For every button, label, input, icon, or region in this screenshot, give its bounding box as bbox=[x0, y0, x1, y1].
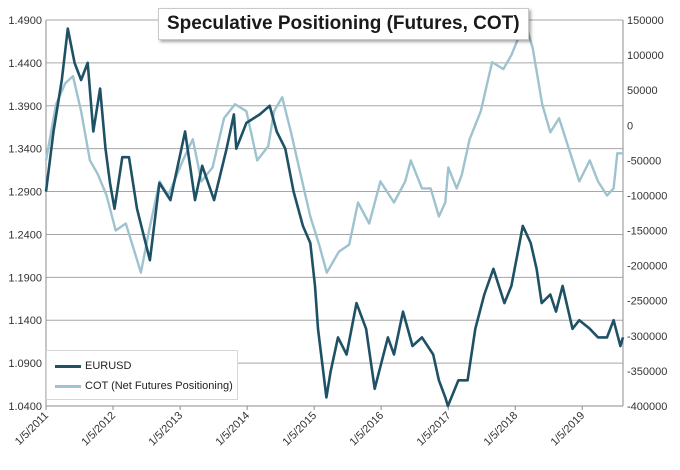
legend-swatch-eurusd bbox=[55, 364, 81, 368]
left-axis-tick-label: 1.0900 bbox=[8, 358, 42, 370]
left-axis-tick-label: 1.2400 bbox=[8, 229, 42, 241]
left-axis-tick-label: 1.2900 bbox=[8, 187, 42, 199]
legend-item-eurusd: EURUSD bbox=[55, 358, 131, 374]
left-axis-tick-label: 1.3400 bbox=[8, 144, 42, 156]
left-axis-tick-label: 1.3900 bbox=[8, 101, 42, 113]
chart-legend: EURUSD COT (Net Futures Positioning) bbox=[46, 350, 238, 400]
left-axis-tick-label: 1.1400 bbox=[8, 315, 42, 327]
right-axis-tick-label: 50000 bbox=[627, 85, 658, 97]
legend-swatch-cot bbox=[55, 384, 81, 388]
right-axis-tick-label: -250000 bbox=[627, 296, 667, 308]
left-axis-tick-label: 1.1900 bbox=[8, 272, 42, 284]
x-axis-tick-label: 1/5/2016 bbox=[347, 410, 386, 449]
left-axis-tick-label: 1.4900 bbox=[8, 15, 42, 27]
series-line-cot bbox=[44, 22, 623, 274]
right-axis-tick-label: -150000 bbox=[627, 226, 667, 238]
x-axis-tick-label: 1/5/2013 bbox=[147, 410, 186, 449]
left-axis-tick-label: 1.4400 bbox=[8, 58, 42, 70]
left-axis-tick-label: 1.0400 bbox=[8, 401, 42, 413]
x-axis-tick-label: 1/5/2014 bbox=[213, 410, 252, 449]
right-axis-tick-label: -200000 bbox=[627, 261, 667, 273]
right-axis-tick-label: 150000 bbox=[627, 15, 664, 27]
legend-label-cot: COT (Net Futures Positioning) bbox=[85, 380, 233, 392]
x-axis-tick-label: 1/5/2011 bbox=[13, 410, 51, 448]
right-axis-tick-label: 0 bbox=[627, 120, 633, 132]
legend-item-cot: COT (Net Futures Positioning) bbox=[55, 378, 233, 394]
x-axis-tick-label: 1/5/2017 bbox=[415, 410, 454, 449]
right-axis-tick-label: -50000 bbox=[627, 155, 661, 167]
x-axis-tick-label: 1/5/2015 bbox=[280, 410, 319, 449]
right-axis-tick-label: -300000 bbox=[627, 331, 667, 343]
right-axis-tick-label: -100000 bbox=[627, 190, 667, 202]
chart-title: Speculative Positioning (Futures, COT) bbox=[158, 8, 529, 40]
series-line-eurusd bbox=[44, 27, 625, 408]
x-axis-tick-label: 1/5/2012 bbox=[79, 410, 118, 449]
right-axis-tick-label: -400000 bbox=[627, 401, 667, 413]
series-layer bbox=[44, 22, 625, 408]
x-axis-tick-label: 1/5/2019 bbox=[549, 410, 588, 449]
legend-label-eurusd: EURUSD bbox=[85, 360, 132, 372]
x-axis-tick-label: 1/5/2018 bbox=[482, 410, 521, 449]
right-axis-tick-label: 100000 bbox=[627, 50, 664, 62]
right-axis-tick-label: -350000 bbox=[627, 366, 667, 378]
